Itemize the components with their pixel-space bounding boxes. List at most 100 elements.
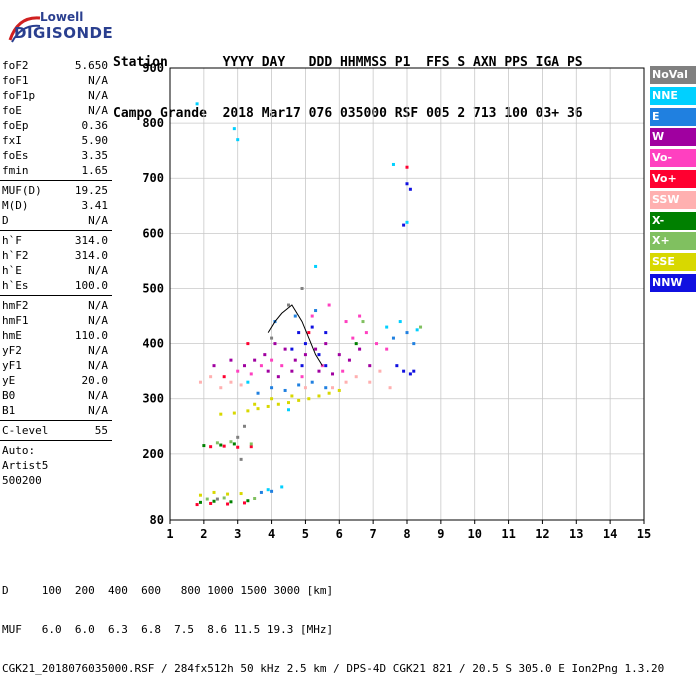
y-tick-label: 700: [142, 171, 164, 185]
data-point-vo-: [236, 369, 240, 373]
data-point-w: [276, 375, 280, 379]
data-point-vo-: [242, 501, 246, 505]
data-point-nnw: [408, 372, 412, 376]
legend-item-ssw: SSW: [650, 190, 696, 209]
param-value: N/A: [88, 404, 108, 417]
data-point-sse: [297, 398, 301, 402]
param-row: h`E N/A: [0, 263, 112, 278]
param-row: foEp 0.36: [0, 118, 112, 133]
param-key: foEp: [2, 119, 29, 132]
param-value: N/A: [88, 299, 108, 312]
data-point-ssw: [354, 375, 358, 379]
parameter-panel: foF2 5.650 foF1 N/A foF1p N/A foE N/A foEp 0.36 fx…: [0, 58, 112, 488]
param-row: foF1 N/A: [0, 73, 112, 88]
data-point-e: [310, 380, 314, 384]
legend-item-sse: SSE: [650, 253, 696, 272]
data-point-vo-: [209, 445, 213, 449]
data-point-e: [283, 388, 287, 392]
data-point-w: [273, 342, 277, 346]
data-point-w: [324, 342, 328, 346]
data-point-vo-: [280, 364, 284, 368]
param-value: N/A: [88, 74, 108, 87]
header: Station YYYY DAY DDD HHMMSS P1 FFS S AXN…: [113, 20, 583, 139]
data-point-sse: [287, 401, 290, 405]
data-point-vo-: [270, 358, 274, 362]
data-point-vo-: [375, 342, 379, 346]
data-point-x-: [205, 497, 209, 501]
data-point-x-: [354, 342, 358, 346]
param-key: foF1p: [2, 89, 36, 102]
param-value: 5.90: [81, 134, 109, 147]
data-point-e: [270, 386, 274, 390]
param-separator: [0, 440, 112, 441]
data-point-sse: [246, 409, 250, 413]
legend-item-nnw: NNW: [650, 273, 696, 292]
data-point-noval: [239, 457, 243, 461]
param-value: 110.0: [74, 329, 108, 342]
data-point-vo-: [307, 331, 311, 335]
x-tick-label: 8: [403, 527, 410, 541]
param-row: B1 N/A: [0, 403, 112, 418]
x-tick-label: 13: [569, 527, 583, 541]
data-point-nne: [385, 325, 389, 329]
data-point-nnw: [317, 353, 321, 357]
plot-grid: [169, 67, 645, 521]
data-point-sse: [253, 402, 257, 406]
data-point-sse: [270, 397, 274, 401]
data-point-w: [347, 358, 351, 362]
data-point-vo-: [341, 369, 345, 373]
data-point-vo-: [222, 375, 226, 379]
param-key: B1: [2, 404, 16, 417]
legend-item-x-: X-: [650, 211, 696, 230]
data-point-sse: [307, 397, 311, 401]
param-value: N/A: [88, 314, 108, 327]
x-tick-label: 9: [437, 527, 444, 541]
footer-file-info: CGK21_2018076035000.RSF / 284fx512h 50 k…: [2, 662, 665, 675]
y-tick-label: 500: [142, 281, 164, 295]
y-tick-label: 800: [142, 116, 164, 130]
y-tick-label: 200: [142, 447, 164, 461]
param-key: foF2: [2, 59, 29, 72]
legend-item-x-: X+: [650, 232, 696, 251]
data-point-e: [256, 391, 260, 395]
param-value: N/A: [88, 214, 108, 227]
data-point-w: [358, 347, 362, 351]
plot-axes: 1 2 3 4 5 6 7 8 9 10 11 12 13 14 158020030040050060070…: [142, 61, 651, 541]
data-point-sse: [212, 490, 216, 494]
param-row: fxI 5.90: [0, 133, 112, 148]
data-point-e: [412, 342, 416, 346]
param-key: yE: [2, 374, 16, 387]
data-point-noval: [287, 303, 290, 307]
data-point-noval: [242, 424, 246, 428]
data-point-x-: [229, 500, 233, 504]
legend-item-nne: NNE: [650, 86, 696, 105]
data-point-ssw: [378, 369, 382, 373]
data-point-nne: [391, 162, 395, 166]
data-point-e: [293, 314, 297, 318]
data-point-ssw: [368, 380, 372, 384]
param-key: M(D): [2, 199, 29, 212]
y-tick-label: 300: [142, 392, 164, 406]
param-key: C-level: [2, 424, 49, 437]
param-row: h`Es 100.0: [0, 278, 112, 293]
param-key: h`E: [2, 264, 22, 277]
data-point-sse: [337, 388, 341, 392]
x-tick-label: 14: [603, 527, 617, 541]
param-value: 1.65: [81, 164, 109, 177]
digisonde-logo-icon: [8, 16, 41, 43]
data-point-vo-: [222, 444, 226, 448]
y-tick-label: 400: [142, 337, 164, 351]
param-value: 3.41: [81, 199, 109, 212]
data-point-noval: [236, 435, 240, 439]
data-point-nne: [314, 264, 318, 268]
data-point-ssw: [239, 383, 243, 387]
data-point-nnw: [402, 369, 406, 373]
data-point-x-: [253, 497, 257, 501]
param-row: D N/A: [0, 213, 112, 228]
x-tick-label: 4: [268, 527, 275, 541]
x-tick-label: 1: [166, 527, 173, 541]
data-point-x-: [198, 500, 202, 504]
param-separator: [0, 420, 112, 421]
data-point-w: [314, 347, 318, 351]
autoscaling-text: Auto:: [2, 444, 36, 457]
